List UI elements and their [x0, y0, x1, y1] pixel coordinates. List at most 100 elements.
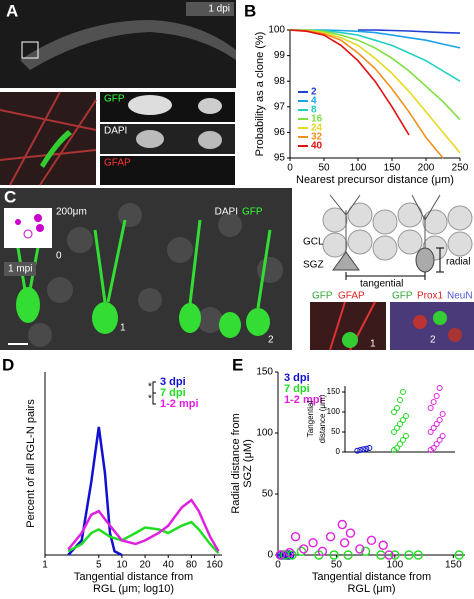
y-axis-label: Percent of all RGL-N pairs: [25, 399, 37, 528]
diagram-label: SGZ: [303, 260, 324, 271]
cell-label: 2: [268, 335, 274, 346]
x-tick-label: 1: [42, 560, 48, 571]
y-axis-label: Tangential: [306, 401, 315, 438]
stain-label: DAPI: [215, 207, 238, 218]
point: [430, 445, 437, 451]
point: [439, 411, 446, 417]
point: [433, 393, 440, 399]
x-axis-label: RGL (μm; log10): [93, 583, 174, 595]
point: [337, 519, 347, 530]
x-tick-label: 150: [384, 163, 401, 174]
point: [290, 532, 301, 542]
y-tick-label: 50: [262, 489, 274, 500]
point: [284, 547, 295, 558]
bracket: [152, 381, 156, 405]
legend-label: 7 dpi: [160, 387, 186, 399]
stain-label: GFP: [312, 291, 333, 302]
point: [355, 544, 365, 554]
x-tick-label: 150: [445, 560, 462, 571]
stain-label: DAPI: [104, 126, 127, 137]
cell: [342, 332, 358, 348]
point: [366, 445, 373, 451]
legend-label: 1-2 mpi: [284, 394, 323, 406]
legend-label: 2: [311, 87, 317, 98]
point: [357, 447, 364, 453]
point: [413, 550, 423, 560]
point: [454, 550, 464, 560]
badge-bg: [186, 2, 234, 16]
point: [391, 429, 397, 435]
point: [287, 550, 297, 560]
x-tick-label: 40: [163, 560, 175, 571]
point: [363, 445, 370, 452]
y-tick-label: 50: [331, 427, 340, 436]
y-tick-label: 0: [267, 550, 273, 561]
point: [397, 397, 403, 403]
stain-label: GFAP: [338, 291, 365, 302]
significance: *: [148, 394, 152, 405]
stain-label: GFAP: [104, 158, 131, 169]
diagram-label: GCL: [303, 237, 324, 248]
y-tick-label: 97: [274, 101, 286, 112]
line: [290, 29, 461, 121]
x-axis-label: RGL (μm): [347, 583, 395, 595]
x-tick-label: 200: [418, 163, 435, 174]
x-tick-label: 80: [186, 560, 198, 571]
cell: [40, 130, 72, 168]
scale-label: 200μm: [56, 207, 87, 218]
diagram-cells: [322, 202, 473, 261]
y-tick-label: 99: [274, 50, 286, 61]
legend-label: 40: [311, 141, 323, 152]
x-tick-label: 100: [350, 163, 367, 174]
x-tick-label: 5: [96, 560, 102, 571]
y-tick-label: 100: [268, 25, 285, 36]
x-tick-label: 50: [318, 163, 330, 174]
point: [339, 538, 350, 548]
point: [394, 445, 400, 451]
y-tick-label: 150: [256, 367, 273, 378]
point: [436, 417, 443, 423]
point: [394, 425, 400, 431]
vessels: [0, 91, 97, 186]
point: [329, 550, 339, 560]
legend-label: 7 dpi: [284, 383, 310, 395]
y-tick-label: 100: [256, 428, 273, 439]
point: [439, 433, 446, 439]
cell: [448, 328, 462, 342]
x-tick-label: 10: [116, 560, 128, 571]
line: [67, 520, 220, 555]
point: [436, 437, 443, 443]
line: [67, 426, 123, 557]
inset-dot: [23, 229, 33, 239]
point: [280, 550, 290, 560]
cell: [128, 95, 172, 115]
y-tick-label: 96: [274, 127, 286, 138]
y-tick-label: 98: [274, 76, 286, 87]
legend-label: 1-2 mpi: [160, 398, 199, 410]
inset-dot: [36, 224, 44, 232]
line: [67, 498, 220, 552]
legend-label: 32: [311, 132, 323, 143]
point: [427, 405, 434, 411]
badge: 1 mpi: [8, 264, 32, 275]
x-axis-label: Tangential distance from: [312, 571, 431, 583]
point: [275, 550, 286, 560]
point: [296, 546, 307, 557]
panel-label: C: [4, 187, 16, 206]
legend-label: 8: [311, 105, 317, 116]
x-tick-label: 0: [287, 163, 293, 174]
point: [430, 399, 437, 405]
cell-label: 2: [430, 335, 436, 346]
point: [430, 425, 437, 431]
x-axis-label: Tangential distance from: [74, 571, 193, 583]
line: [358, 29, 461, 34]
panel-label: A: [6, 1, 18, 20]
point: [391, 409, 397, 415]
cell: [136, 130, 164, 148]
point: [299, 544, 309, 554]
rgl: [332, 251, 360, 271]
point: [378, 540, 388, 550]
inset-dot: [34, 214, 42, 222]
rgl-process: [329, 194, 361, 252]
